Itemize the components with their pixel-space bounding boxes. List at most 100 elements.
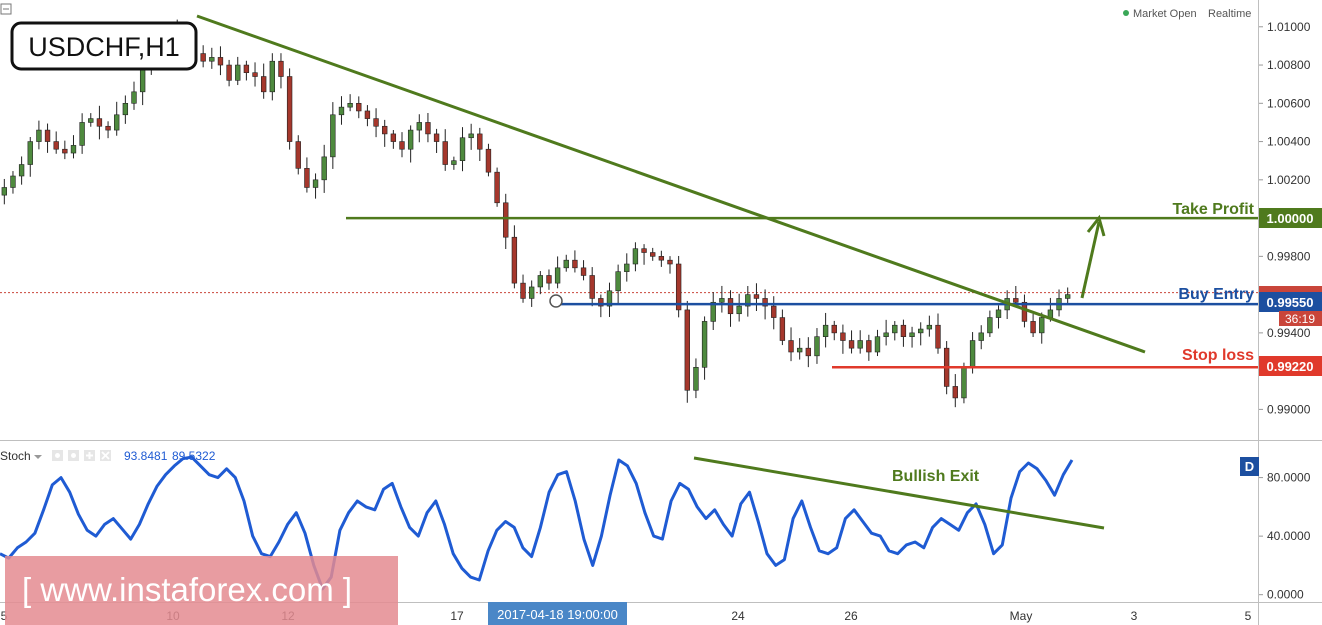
candle [373,108,379,138]
candle [485,143,492,177]
candle [641,244,647,265]
candle [503,193,509,249]
chevron-down-icon[interactable] [34,455,42,459]
candle [1065,287,1071,305]
stoch-d-badge[interactable]: D [1240,457,1259,476]
crosshair-time-label: 2017-04-18 19:00:00 [488,602,627,625]
candle [364,105,371,127]
price-axis-label: 1.00800 [1267,58,1311,72]
candle [909,326,915,348]
candle [554,256,561,289]
svg-text:D: D [1245,459,1254,474]
candle [684,300,690,403]
candle [520,274,526,303]
candle [27,136,33,177]
time-axis-label: 5 [1,609,8,623]
candle [390,130,397,149]
candle [399,132,405,158]
candle [572,250,578,273]
market-status-mode: Realtime [1208,8,1251,20]
status-dot-icon [1123,10,1129,16]
stoch-value-2: 89.5322 [172,449,216,463]
candle [321,144,327,193]
symbol-title: USDCHF,H1 [28,32,180,62]
candle [70,135,77,159]
candle [831,320,837,341]
candle [96,105,103,140]
candle [433,128,440,153]
candle [779,309,786,346]
candle [494,167,500,207]
svg-text:[ www.instaforex.com ]: [ www.instaforex.com ] [22,571,352,608]
candle [252,62,258,87]
candle [226,59,232,87]
price-axis-label: 1.00400 [1267,135,1311,149]
bullish-exit-label: Bullish Exit [892,468,980,485]
candle [451,156,457,170]
candle [883,319,889,346]
svg-text:36:19: 36:19 [1285,312,1315,326]
countdown-tag: 36:19 [1279,311,1322,326]
candle [260,63,267,99]
candle [105,121,111,139]
candle [1021,294,1028,328]
buy-entry-label: Buy Entry [1178,286,1254,303]
candle [995,305,1002,329]
candle [615,264,621,304]
candle [200,45,206,68]
price-axis-label: 0.99800 [1267,249,1311,263]
candle [114,101,120,136]
symbol-title-badge[interactable]: USDCHF,H1 [10,21,198,71]
candle [477,127,483,161]
candle [675,255,682,318]
time-axis-label: 26 [844,609,858,623]
candle [952,374,958,408]
candle [1,178,7,205]
candle [36,120,42,150]
stoch-name[interactable]: Stoch [0,449,31,463]
candle [978,325,984,350]
target-arrow[interactable] [1080,214,1106,299]
candle [589,267,595,307]
svg-text:2017-04-18 19:00:00: 2017-04-18 19:00:00 [497,607,618,622]
candle [935,313,941,354]
price-axis-label: 0.99400 [1267,326,1311,340]
price-axis-label: 1.01000 [1267,20,1311,34]
candle [62,140,68,160]
time-axis-label: 3 [1131,609,1138,623]
candle [286,68,293,150]
candle [537,271,544,295]
candle [926,315,933,337]
candle [131,81,137,110]
stoch-axis-label: 40.0000 [1267,529,1311,543]
candle [987,310,993,337]
candle [840,324,846,354]
downtrend-line[interactable] [196,14,1146,354]
candle [1039,312,1045,344]
candle [546,269,552,290]
candle [312,173,319,199]
candle [788,327,794,362]
candle [356,96,362,119]
candle [122,95,129,124]
candle [209,47,215,69]
candle [18,156,25,185]
watermark: [ www.instaforex.com ] [5,556,398,625]
candle [10,171,16,194]
candle [278,53,284,89]
stoch-trend-line[interactable] [693,456,1105,530]
candle [269,53,275,101]
stoch-line[interactable] [0,455,1074,591]
take-profit-label: Take Profit [1173,201,1255,218]
entry-marker[interactable] [549,294,563,308]
candle [304,157,310,193]
candles[interactable] [1,19,1071,408]
candle [580,260,587,281]
collapse-icon[interactable] [0,3,12,15]
stoch-axis-label: 80.0000 [1267,471,1311,485]
candle [468,123,474,150]
candle [295,135,301,175]
candle [624,253,630,282]
stoch-controls[interactable] [52,450,111,461]
